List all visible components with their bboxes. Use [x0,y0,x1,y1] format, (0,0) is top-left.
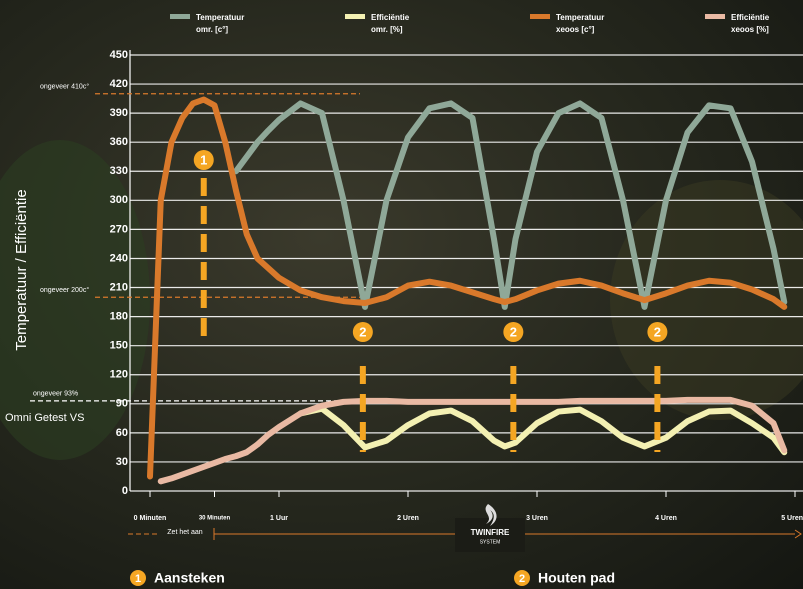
marker-circle [193,150,214,170]
y-tick-label: 420 [110,78,128,90]
y-tick-label: 90 [116,398,128,410]
marker-label: 1 [200,152,207,167]
legend-line: xeoos [%] [731,25,769,34]
logo-sub: SYSTEM [480,539,501,545]
legend-label: Efficiëntie omr. [%] [371,13,410,34]
y-tick-label: 120 [110,369,128,381]
start-note: Zet het aan [167,529,203,536]
x-tick-label: 0 Minuten [134,515,167,522]
marker-circle [352,322,373,342]
y-tick-label: 60 [116,427,128,439]
marker-circle [503,322,524,342]
y-tick-label: 180 [110,311,128,323]
x-tick-label: 3 Uren [526,515,548,522]
legend-line: omr. [%] [371,25,403,34]
marker-label: 2 [359,324,366,339]
logo-flame [485,504,497,526]
y-axis-label: Temperatuur / Efficiëntie [13,189,30,350]
y-tick-label: 0 [122,485,128,497]
y-tick-label: 30 [116,456,128,468]
legend-line: Efficiëntie [371,13,410,22]
marker-label: 2 [510,324,517,339]
legend-line: Temperatuur [556,13,604,22]
footer-number: 1 [135,573,141,585]
y-tick-label: 150 [110,340,128,352]
legend-label: Temperatuur xeoos [c°] [556,13,604,34]
marker-circle [647,322,668,342]
legend-line: omr. [c°] [196,25,228,34]
foliage [0,140,150,460]
series-line [157,396,788,485]
legend-line: Temperatuur [196,13,244,22]
marker-label: 2 [654,324,661,339]
y-tick-label: 450 [110,49,128,61]
footer-circle [130,570,146,586]
y-tick-label: 270 [110,223,128,235]
y-tick-label: 300 [110,194,128,206]
legend-swatch [705,14,725,19]
footer-number: 2 [519,573,525,585]
footer-text: Aansteken [154,570,225,586]
x-tick-label: 4 Uren [655,515,677,522]
legend-swatch [170,14,190,19]
footer-text: Houten pad [538,570,615,586]
x-tick-label: 2 Uren [397,515,419,522]
series-line [297,405,788,456]
legend-swatch [345,14,365,19]
y-tick-label: 330 [110,165,128,177]
reference-label: ongeveer 93% [33,391,78,398]
footer-circle [514,570,530,586]
reference-label: ongeveer 200c° [40,286,89,294]
arrow-head [794,529,802,539]
y-tick-label: 390 [110,107,128,119]
x-tick-label: 1 Uur [270,515,288,522]
x-tick-label: 5 Uren [781,515,803,522]
y-tick-label: 240 [110,252,128,264]
series-line [147,96,788,480]
logo-name: TWINFIRE [471,528,510,537]
legend-label: Efficiëntie xeoos [%] [731,13,770,34]
series-line [233,100,788,310]
x-tick-label: 30 Minuten [199,516,231,522]
reference-label: ongeveer 410c° [40,83,89,91]
legend-line: Efficiëntie [731,13,770,22]
y-tick-label: 360 [110,136,128,148]
legend-line: xeoos [c°] [556,25,595,34]
logo-box [455,518,525,552]
legend-swatch [530,14,550,19]
y-tick-label: 210 [110,281,128,293]
legend-label: Temperatuur omr. [c°] [196,13,244,34]
side-note: Omni Getest VS [5,412,84,424]
